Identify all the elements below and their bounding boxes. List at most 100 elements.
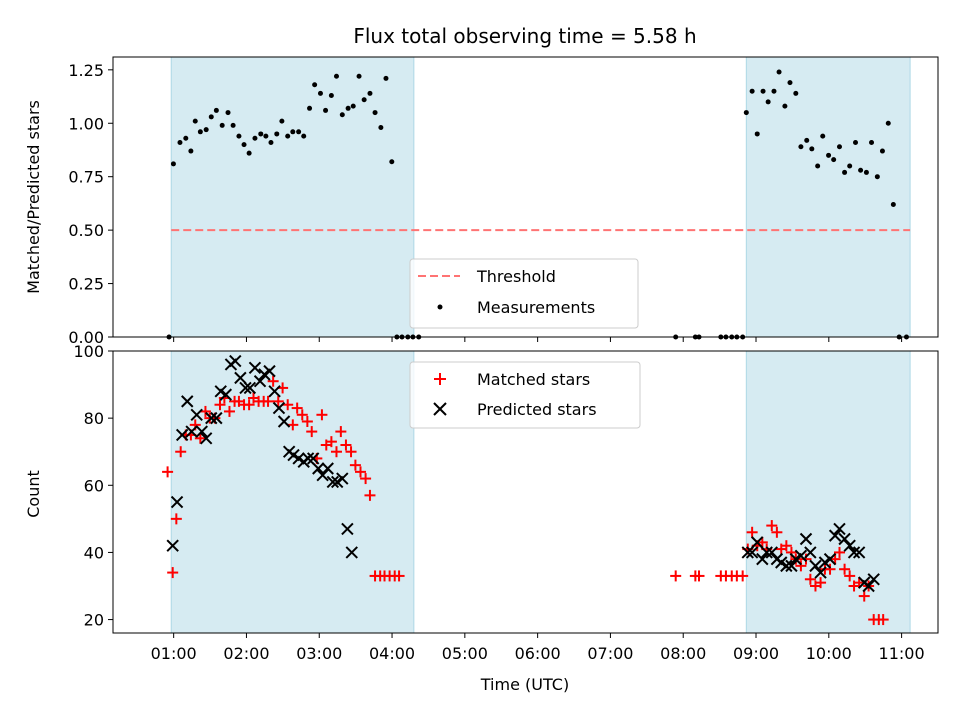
- predicted-star-point: [170, 495, 184, 509]
- measurement-point: [372, 110, 378, 116]
- measurement-point: [274, 131, 280, 137]
- predicted-star-point: [804, 546, 817, 559]
- predicted-star-point: [785, 559, 798, 573]
- x-tick-label: 04:00: [369, 644, 415, 663]
- legend-predicted-swatch: [433, 402, 447, 416]
- measurement-point: [263, 133, 269, 139]
- predicted-star-point: [312, 462, 325, 475]
- matched-star-point: [746, 526, 758, 538]
- measurement-point: [885, 120, 891, 126]
- legend-matched-swatch: [434, 373, 446, 385]
- predicted-star-point: [336, 472, 349, 485]
- predicted-star-point: [321, 462, 334, 475]
- measurement-point: [296, 129, 302, 135]
- predicted-star-point: [185, 425, 198, 438]
- predicted-star-point: [195, 425, 209, 438]
- predicted-star-point: [243, 381, 257, 395]
- count-points: [162, 354, 889, 626]
- predicted-star-point: [248, 361, 262, 374]
- matched-star-point: [167, 567, 179, 579]
- measurement-point: [317, 90, 323, 96]
- measurement-point: [328, 92, 334, 98]
- bottom-axes-frame: [112, 350, 939, 634]
- predicted-star-point: [760, 546, 773, 559]
- matched-star-point: [858, 590, 870, 602]
- top-axes-frame: [112, 56, 939, 338]
- measurement-point: [285, 133, 291, 139]
- measurement-point: [378, 125, 384, 131]
- shaded-span-0: [170, 350, 415, 634]
- bottom-panel: 20 40 60 80 100 01:00 02:00 03:00 04:00 05:00 06:…: [24, 342, 939, 694]
- matched-star-point: [364, 489, 376, 501]
- measurement-point: [356, 73, 362, 79]
- matched-star-point: [214, 399, 226, 411]
- matched-star-point: [335, 426, 347, 438]
- predicted-star-point: [838, 532, 851, 546]
- predicted-star-point: [263, 364, 276, 378]
- measurement-point: [820, 133, 826, 139]
- y-tick-label: 0.00: [68, 328, 104, 347]
- y-tick-label: 1.25: [68, 61, 104, 80]
- measurement-point: [754, 131, 760, 137]
- matched-star-point: [175, 446, 187, 458]
- top-legend: Threshold Measurements: [409, 258, 639, 329]
- measurement-point: [307, 105, 313, 111]
- measurement-point: [252, 135, 258, 141]
- measurement-point: [170, 161, 176, 167]
- measurement-point: [847, 163, 853, 169]
- matched-star-point: [693, 570, 705, 582]
- measurement-point: [869, 139, 875, 145]
- top-legend-box: [409, 258, 639, 329]
- matched-star-point: [355, 466, 367, 478]
- measurement-point: [177, 139, 183, 145]
- measurement-point: [863, 169, 869, 175]
- measurement-point: [219, 122, 225, 128]
- matched-star-point: [670, 570, 682, 582]
- legend-predicted-label: Predicted stars: [477, 400, 597, 419]
- measurement-point: [743, 110, 749, 116]
- matched-star-point: [340, 439, 352, 451]
- matched-star-point: [804, 573, 816, 585]
- matched-star-point: [833, 546, 845, 558]
- measurement-point: [389, 159, 395, 165]
- measurement-point: [760, 88, 766, 94]
- predicted-star-point: [823, 552, 837, 566]
- measurement-point: [301, 133, 307, 139]
- measurement-point: [268, 139, 274, 145]
- predicted-star-point: [828, 529, 842, 542]
- measurement-point: [323, 107, 329, 113]
- matched-star-point: [316, 409, 328, 421]
- bottom-legend: Matched stars Predicted stars: [409, 361, 641, 429]
- measurement-point: [798, 144, 804, 150]
- x-tick-label: 05:00: [442, 644, 488, 663]
- matched-star-point: [262, 395, 274, 407]
- bottom-y-axis-label: Count: [24, 470, 43, 518]
- shaded-span-0: [170, 56, 415, 338]
- matched-star-point: [756, 536, 768, 548]
- measurement-point: [192, 118, 198, 124]
- matched-star-point: [795, 560, 807, 572]
- matched-star-point: [829, 553, 841, 565]
- matched-star-point: [199, 405, 211, 417]
- predicted-star-point: [175, 428, 189, 442]
- x-tick-label: 03:00: [296, 644, 342, 663]
- matched-star-point: [291, 402, 303, 414]
- legend-measurements-label: Measurements: [477, 298, 595, 317]
- top-x-ticks: [173, 337, 903, 342]
- measurement-point: [312, 82, 318, 88]
- y-tick-label: 0.50: [68, 221, 104, 240]
- matched-star-point: [272, 395, 284, 407]
- matched-star-point: [844, 570, 856, 582]
- bottom-legend-box: [409, 361, 641, 429]
- matched-star-point: [287, 419, 299, 431]
- measurement-point: [782, 103, 788, 109]
- measurement-point: [826, 152, 832, 158]
- predicted-star-point: [341, 522, 354, 536]
- measurement-point: [350, 103, 356, 109]
- predicted-star-point: [809, 559, 822, 573]
- measurement-point: [858, 167, 864, 173]
- measurement-point: [383, 75, 389, 81]
- measurement-point: [208, 114, 214, 120]
- measurement-point: [258, 131, 264, 137]
- measurement-point: [836, 144, 842, 150]
